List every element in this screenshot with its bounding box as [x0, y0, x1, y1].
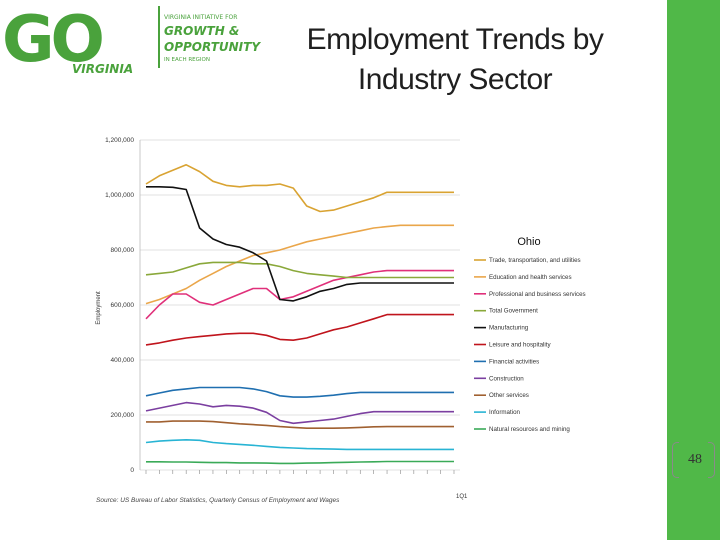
y-tick-label: 800,000	[111, 247, 135, 254]
slide-title-line-2: Industry Sector	[357, 63, 553, 96]
logo-virginia-text: VIRGINIA	[72, 62, 134, 76]
logo-go-text: GO	[2, 3, 105, 77]
employment-chart-svg: Employment 0 200,000 400,000 600,000 800,000…	[96, 137, 586, 500]
page-number-bracket-right	[708, 442, 715, 478]
employment-chart: Employment 0 200,000 400,000 600,000 800,000…	[88, 130, 606, 510]
logo-line-1: VIRGINIA INITIATIVE FOR	[164, 14, 238, 21]
legend-label: Information	[489, 409, 521, 416]
series-line	[146, 185, 454, 302]
y-tick-label: 1,200,000	[105, 137, 134, 144]
y-tick-label: 400,000	[111, 357, 135, 364]
logo-line-3: OPPORTUNITY	[164, 40, 261, 54]
y-tick-label: 0	[130, 467, 134, 474]
series-line	[145, 401, 454, 425]
series-line	[145, 386, 454, 398]
legend-label: Manufacturing	[489, 325, 529, 332]
legend-label: Natural resources and mining	[489, 426, 570, 433]
legend-label: Financial activities	[489, 358, 539, 365]
legend-label: Education and health services	[489, 274, 572, 281]
legend-label: Construction	[489, 375, 524, 382]
series-line	[146, 460, 454, 465]
accent-side-bar	[667, 0, 720, 540]
logo-divider	[158, 6, 160, 68]
series-line	[145, 261, 454, 279]
page-number: 48	[688, 452, 702, 467]
y-tick-label: 600,000	[111, 302, 135, 309]
y-tick-label: 1,000,000	[105, 192, 134, 199]
page-number-bracket-left	[672, 442, 679, 478]
y-tick-label: 200,000	[111, 412, 135, 419]
logo-line-2: GROWTH &	[164, 24, 240, 38]
slide-title-line-1: Employment Trends by	[306, 23, 604, 56]
logo-line-4: IN EACH REGION	[164, 57, 210, 63]
slide-title: Employment Trends by Industry Sector	[270, 20, 640, 100]
legend-label: Professional and business services	[489, 291, 586, 298]
legend-label: Trade, transportation, and utilities	[489, 257, 581, 264]
legend-label: Total Government	[489, 308, 538, 315]
legend-label: Other services	[489, 392, 529, 399]
y-axis-title: Employment	[96, 291, 102, 325]
chart-source-note: Source: US Bureau of Labor Statistics, Q…	[96, 497, 340, 504]
series-line	[145, 224, 454, 305]
x-axis-label: 1Q1	[456, 494, 468, 500]
series-line	[145, 438, 454, 451]
series-line	[146, 420, 454, 430]
series-line	[145, 269, 454, 320]
series-line	[145, 313, 454, 346]
go-virginia-logo: GO VIRGINIA VIRGINIA INITIATIVE FOR GROW…	[0, 0, 280, 90]
legend-label: Leisure and hospitality	[489, 342, 551, 349]
series-line	[145, 163, 454, 213]
chart-title: Ohio	[517, 236, 540, 248]
